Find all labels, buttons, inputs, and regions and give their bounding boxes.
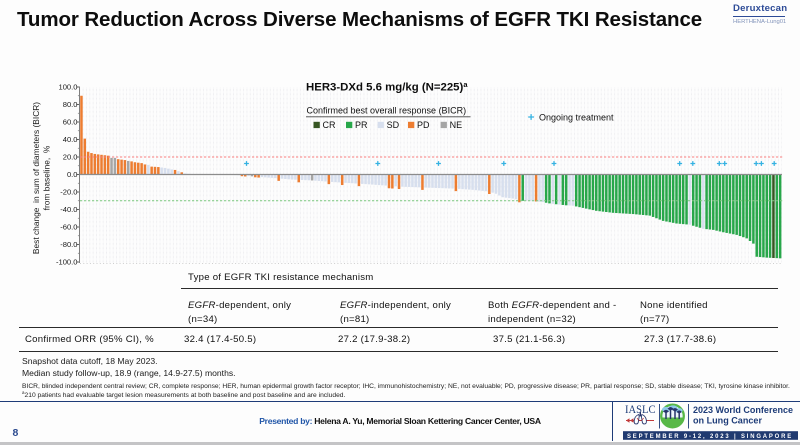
- svg-text:100.0: 100.0: [58, 83, 77, 92]
- svg-text:-80.0: -80.0: [60, 240, 77, 249]
- svg-text:PD: PD: [417, 120, 430, 130]
- svg-text:HER3-DXd 5.6 mg/kg (N=225)a: HER3-DXd 5.6 mg/kg (N=225)a: [306, 80, 468, 94]
- svg-text:80.0: 80.0: [63, 100, 78, 109]
- svg-text:SEPTEMBER 9-12, 2023 | SINGAPO: SEPTEMBER 9-12, 2023 | SINGAPORE: [627, 434, 793, 440]
- svg-text:Ongoing treatment: Ongoing treatment: [539, 112, 614, 122]
- svg-text:from baseline, %: from baseline, %: [42, 145, 52, 210]
- svg-text:NE: NE: [450, 120, 463, 130]
- svg-text:PR: PR: [355, 120, 368, 130]
- svg-text:Confirmed best overall respons: Confirmed best overall response (BICR): [307, 106, 467, 116]
- svg-text:-40.0: -40.0: [60, 205, 77, 214]
- svg-text:-60.0: -60.0: [60, 223, 77, 232]
- svg-text:on Lung Cancer: on Lung Cancer: [693, 415, 762, 426]
- svg-text:-20.0: -20.0: [60, 188, 77, 197]
- svg-text:-100.0: -100.0: [56, 258, 78, 267]
- svg-text:SD: SD: [387, 120, 400, 130]
- svg-text:Best change in sum of diamete: Best change in sum of diameters (BICR): [31, 102, 41, 254]
- svg-text:20.0: 20.0: [63, 153, 78, 162]
- svg-text:2023 World Conference: 2023 World Conference: [693, 404, 793, 415]
- svg-text:60.0: 60.0: [63, 118, 78, 127]
- svg-text:40.0: 40.0: [63, 135, 78, 144]
- svg-text:CR: CR: [323, 120, 336, 130]
- svg-text:0.0: 0.0: [67, 170, 78, 179]
- svg-text:IASLC: IASLC: [625, 404, 656, 416]
